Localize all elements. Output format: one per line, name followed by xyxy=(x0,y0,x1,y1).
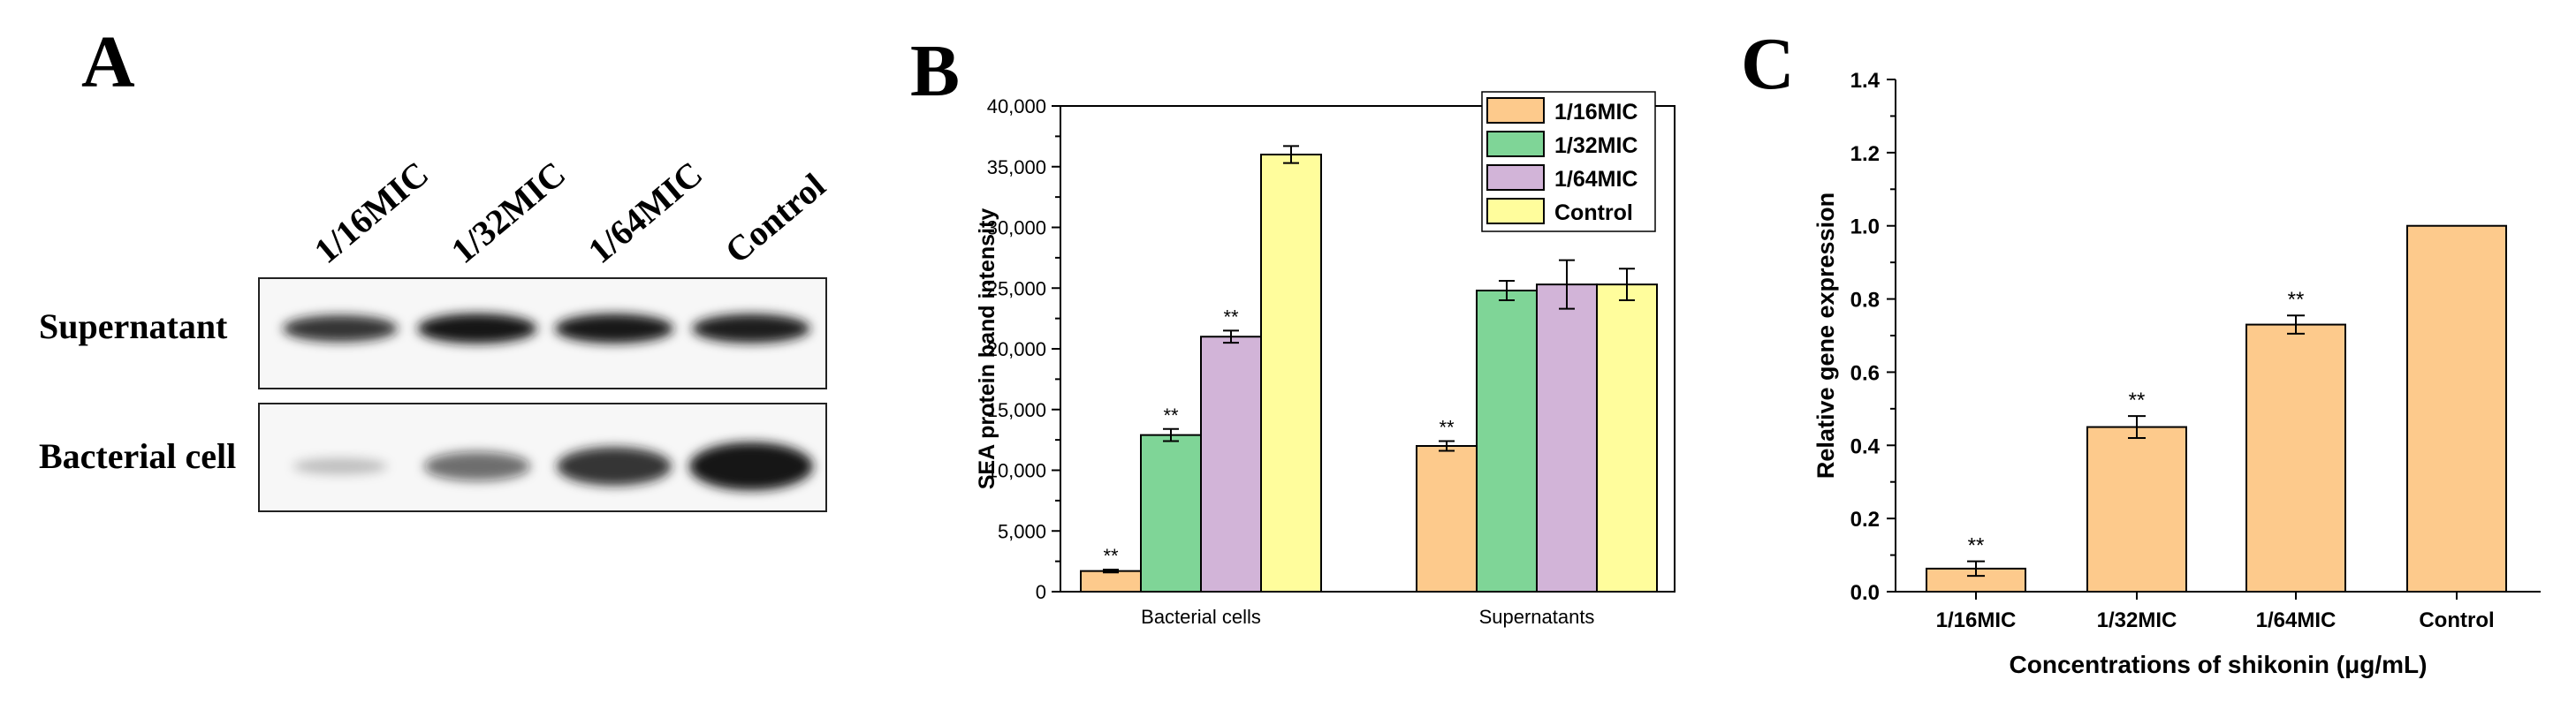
c-x-tick-label-1-32mic: 1/32MIC xyxy=(2097,608,2177,632)
c-significance-mark: ** xyxy=(2288,288,2305,312)
blot-lane-label-1-16mic: 1/16MIC xyxy=(307,154,436,271)
b-significance-mark: ** xyxy=(1439,417,1455,439)
b-bar-supernatants-1-32mic xyxy=(1476,290,1538,593)
b-y-tick-label: 15,000 xyxy=(987,399,1046,421)
b-bar-bacterial-cells-control xyxy=(1260,154,1322,593)
blot-band-bacterial-cell-1-32mic xyxy=(423,451,531,481)
c-x-axis-label: Concentrations of shikonin (μg/mL) xyxy=(2010,651,2428,678)
b-bars: ** ** ** ** xyxy=(1080,145,1658,593)
panel-letter-a: A xyxy=(81,21,135,103)
c-bar-control xyxy=(2406,224,2507,593)
blot-bands xyxy=(283,313,813,491)
blot-band-supernatant-1-64mic xyxy=(554,313,674,344)
c-y-tick-label: 0.4 xyxy=(1850,434,1881,458)
b-y-tick-label: 20,000 xyxy=(987,338,1046,360)
blot-lane-label-1-64mic: 1/64MIC xyxy=(581,154,710,271)
chart-c: ****** 0.00.20.40.60.81.01.21.4 1/16MIC 1… xyxy=(1812,69,2541,678)
b-y-tick-label: 10,000 xyxy=(987,460,1046,482)
c-bar-1-64mic xyxy=(2245,323,2346,593)
b-plot-frame xyxy=(1060,105,1676,593)
b-y-tick-label: 35,000 xyxy=(987,156,1046,178)
c-significance-mark: ** xyxy=(1968,534,1985,558)
c-y-axis: 0.0 0.2 0.4 0.6 0.8 1.0 1.2 1.4 xyxy=(1850,69,1896,605)
b-legend-label-control: Control xyxy=(1554,200,1633,225)
b-bar-bacterial-cells-1-16mic xyxy=(1080,570,1142,593)
c-bar-1-32mic xyxy=(2086,426,2187,593)
b-x-tick-label-supernatants: Supernatants xyxy=(1479,606,1595,628)
b-bar-bacterial-cells-1-32mic xyxy=(1140,434,1202,593)
c-y-tick-label: 0.2 xyxy=(1850,508,1880,532)
c-y-tick-label: 1.2 xyxy=(1850,142,1880,166)
panel-c: C ** ** ** 0.0 0.2 0.4 0.6 0.8 1.0 1.2 1.4 1/16MI… xyxy=(1741,23,2541,678)
panel-letter-c: C xyxy=(1741,23,1795,105)
b-significance-mark: ** xyxy=(1223,306,1239,328)
b-y-axis-label: SEA protein band intensity xyxy=(975,208,999,490)
blot-lane-labels: 1/16MIC 1/32MIC 1/64MIC Control xyxy=(307,154,833,271)
b-legend-label-1-32mic: 1/32MIC xyxy=(1554,133,1638,158)
blot-row-label-supernatant: Supernatant xyxy=(39,306,228,346)
blot-band-bacterial-cell-control xyxy=(689,442,813,491)
panel-a: A 1/16MIC 1/32MIC 1/64MIC Control Supernata… xyxy=(39,21,833,512)
c-y-axis-label: Relative gene expression xyxy=(1812,193,1839,479)
blot-band-supernatant-1-32mic xyxy=(417,313,537,344)
b-bar-supernatants-1-16mic xyxy=(1416,445,1478,593)
b-legend-swatch-1-64mic xyxy=(1486,164,1545,191)
b-legend-label-1-64mic: 1/64MIC xyxy=(1554,167,1638,192)
b-y-tick-label: 40,000 xyxy=(987,95,1046,117)
blot-band-supernatant-1-16mic xyxy=(283,314,398,343)
b-legend-label-1-16mic: 1/16MIC xyxy=(1554,100,1638,125)
c-x-tick-label-control: Control xyxy=(2419,608,2494,632)
blot-lane-label-1-32mic: 1/32MIC xyxy=(444,154,573,271)
b-significance-mark: ** xyxy=(1103,545,1119,567)
c-y-tick-label: 0.0 xyxy=(1850,581,1880,605)
blot-band-bacterial-cell-1-16mic xyxy=(293,457,388,475)
panel-b: B ** ** ** ** 0 5,000 10,000 15,000 20,000 25,00… xyxy=(910,30,1676,628)
b-legend-swatch-control xyxy=(1486,198,1545,224)
b-bar-supernatants-control xyxy=(1596,283,1658,593)
panel-letter-b: B xyxy=(910,30,960,112)
c-y-tick-label: 0.6 xyxy=(1850,361,1880,385)
c-significance-mark: ** xyxy=(2129,389,2146,412)
c-y-tick-label: 1.4 xyxy=(1850,69,1881,93)
b-y-axis: 0 5,000 10,000 15,000 20,000 25,000 30,000 35,0… xyxy=(987,95,1060,603)
c-x-tick-label-1-64mic: 1/64MIC xyxy=(2256,608,2337,632)
chart-b: ** ** ** ** 0 5,000 10,000 15,000 20,000 25,000 3… xyxy=(975,91,1676,628)
b-legend: 1/16MIC 1/32MIC 1/64MIC Control xyxy=(1481,91,1656,232)
b-y-tick-label: 25,000 xyxy=(987,277,1046,299)
b-y-tick-label: 5,000 xyxy=(998,520,1046,542)
c-y-tick-label: 1.0 xyxy=(1850,215,1880,239)
c-y-tick-label: 0.8 xyxy=(1850,289,1880,313)
blot-band-bacterial-cell-1-64mic xyxy=(557,447,672,486)
b-bar-bacterial-cells-1-64mic xyxy=(1200,336,1262,593)
b-significance-mark: ** xyxy=(1163,404,1179,427)
b-legend-swatch-1-16mic xyxy=(1486,97,1545,124)
b-y-tick-label: 30,000 xyxy=(987,217,1046,239)
b-legend-swatch-1-32mic xyxy=(1486,131,1545,157)
b-bar-supernatants-1-64mic xyxy=(1536,283,1598,593)
b-x-axis: Bacterial cells Supernatants xyxy=(1141,606,1594,628)
blot-row-label-bacterial-cell: Bacterial cell xyxy=(39,436,236,476)
blot-band-supernatant-control xyxy=(692,313,810,344)
b-y-tick-label: 0 xyxy=(1036,581,1046,603)
blot-lane-label-control: Control xyxy=(718,165,833,271)
c-bars: ** ** ** xyxy=(1926,224,2507,593)
b-x-tick-label-bacterial-cells: Bacterial cells xyxy=(1141,606,1261,628)
c-x-axis: 1/16MIC 1/32MIC 1/64MIC Control xyxy=(1896,591,2541,632)
c-x-tick-label-1-16mic: 1/16MIC xyxy=(1936,608,2017,632)
